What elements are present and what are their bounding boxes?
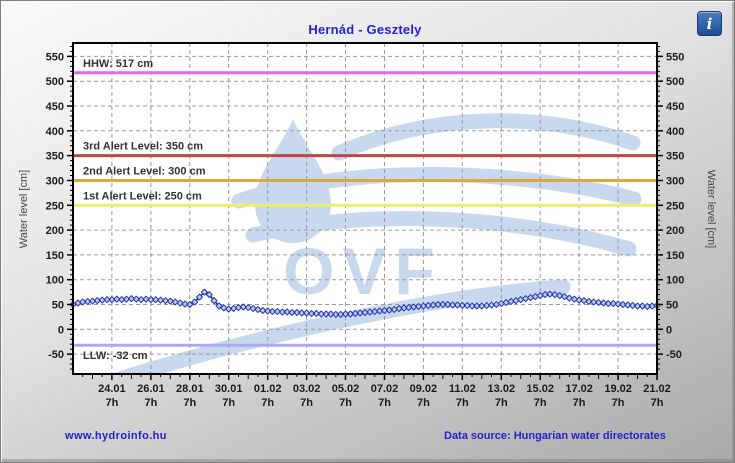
svg-text:3rd Alert Level: 350 cm: 3rd Alert Level: 350 cm	[83, 141, 203, 153]
info-icon: i	[706, 14, 713, 33]
svg-text:-50: -50	[48, 349, 64, 361]
svg-text:7h: 7h	[495, 397, 508, 409]
svg-text:250: 250	[46, 200, 64, 212]
svg-text:OVF: OVF	[283, 234, 443, 308]
svg-text:28.01: 28.01	[176, 383, 204, 395]
svg-text:7h: 7h	[261, 397, 274, 409]
svg-text:100: 100	[46, 275, 64, 287]
svg-text:200: 200	[666, 225, 684, 237]
svg-text:26.01: 26.01	[137, 383, 165, 395]
svg-text:11.02: 11.02	[449, 383, 476, 395]
svg-text:500: 500	[666, 76, 684, 88]
svg-text:7h: 7h	[339, 397, 352, 409]
info-button[interactable]: i	[697, 11, 722, 36]
svg-text:150: 150	[46, 250, 64, 262]
svg-text:300: 300	[666, 176, 684, 188]
svg-text:50: 50	[666, 300, 678, 312]
svg-text:7h: 7h	[417, 397, 430, 409]
plot-area	[73, 43, 657, 374]
x-tick-labels: 24.01 7h 26.01 7h 28.01 7h 30.01 7h 01.02 7h 03.02…	[98, 383, 671, 409]
y-tick-labels: -50 -50 0 0 50 50 100 100 150 150 200 200 250 250 300 3…	[46, 51, 685, 361]
svg-text:7h: 7h	[651, 397, 664, 409]
svg-text:2nd Alert Level: 300 cm: 2nd Alert Level: 300 cm	[83, 166, 206, 178]
svg-text:7h: 7h	[183, 397, 196, 409]
svg-text:21.02: 21.02	[643, 383, 671, 395]
svg-text:7h: 7h	[105, 397, 118, 409]
svg-text:100: 100	[666, 275, 684, 287]
svg-text:13.02: 13.02	[488, 383, 516, 395]
svg-text:HHW: 517 cm: HHW: 517 cm	[83, 58, 153, 70]
svg-text:400: 400	[666, 126, 684, 138]
svg-text:09.02: 09.02	[410, 383, 438, 395]
svg-text:30.01: 30.01	[215, 383, 243, 395]
svg-text:550: 550	[666, 51, 684, 63]
hydroinfo-link[interactable]: www.hydroinfo.hu	[65, 430, 167, 442]
svg-text:350: 350	[46, 151, 64, 163]
chart-title: Hernád - Gesztely	[308, 22, 422, 37]
y-axis-title-right: Water level [cm]	[705, 169, 717, 249]
svg-text:500: 500	[46, 76, 64, 88]
svg-text:05.02: 05.02	[332, 383, 360, 395]
svg-text:350: 350	[666, 151, 684, 163]
axis-ticks	[67, 46, 663, 380]
svg-text:7h: 7h	[300, 397, 313, 409]
svg-text:01.02: 01.02	[254, 383, 282, 395]
svg-text:7h: 7h	[612, 397, 625, 409]
svg-text:07.02: 07.02	[371, 383, 399, 395]
svg-text:450: 450	[666, 101, 684, 113]
svg-text:50: 50	[52, 300, 64, 312]
svg-text:17.02: 17.02	[565, 383, 593, 395]
svg-text:7h: 7h	[534, 397, 547, 409]
svg-text:7h: 7h	[144, 397, 157, 409]
svg-text:250: 250	[666, 200, 684, 212]
svg-text:-50: -50	[666, 349, 682, 361]
svg-text:15.02: 15.02	[526, 383, 554, 395]
y-axis-title-left: Water level [cm]	[18, 169, 30, 249]
svg-text:19.02: 19.02	[604, 383, 632, 395]
svg-text:200: 200	[46, 225, 64, 237]
svg-text:7h: 7h	[222, 397, 235, 409]
svg-text:400: 400	[46, 126, 64, 138]
svg-text:7h: 7h	[573, 397, 586, 409]
svg-text:300: 300	[46, 176, 64, 188]
svg-text:24.01: 24.01	[98, 383, 126, 395]
svg-text:7h: 7h	[456, 397, 469, 409]
svg-text:550: 550	[46, 51, 64, 63]
reference-line-labels: HHW: 517 cm 3rd Alert Level: 350 cm 2nd Al…	[83, 58, 206, 362]
svg-text:450: 450	[46, 101, 64, 113]
data-source-text: Data source: Hungarian water directorate…	[444, 430, 666, 442]
svg-text:0: 0	[666, 324, 672, 336]
svg-text:1st Alert Level: 250 cm: 1st Alert Level: 250 cm	[83, 190, 202, 202]
svg-text:0: 0	[58, 324, 64, 336]
svg-text:LLW: -32 cm: LLW: -32 cm	[83, 350, 148, 362]
svg-text:03.02: 03.02	[293, 383, 321, 395]
svg-text:150: 150	[666, 250, 684, 262]
svg-text:7h: 7h	[378, 397, 391, 409]
